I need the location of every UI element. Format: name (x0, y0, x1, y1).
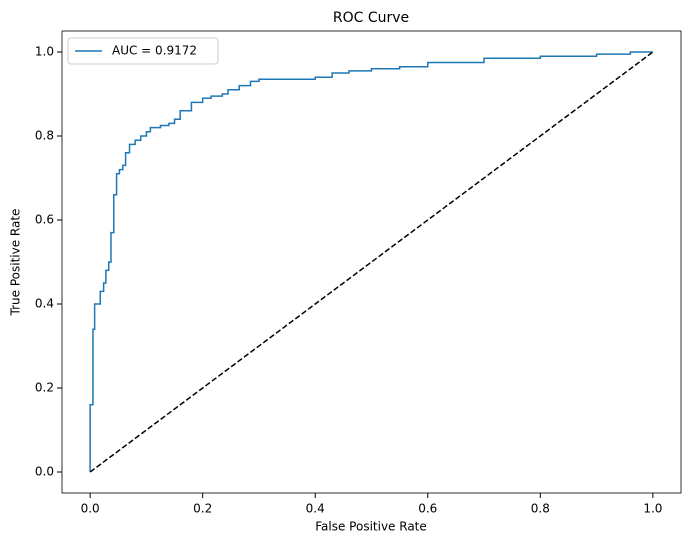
x-tick-label: 0.8 (531, 502, 550, 516)
x-tick-label: 0.4 (306, 502, 325, 516)
y-axis-label: True Positive Rate (9, 209, 23, 317)
reference-line (89, 51, 654, 473)
x-tick-label: 1.0 (643, 502, 662, 516)
x-tick-label: 0.6 (418, 502, 437, 516)
x-axis-label: False Positive Rate (315, 520, 427, 534)
y-tick-label: 0.6 (35, 213, 54, 227)
roc-line (89, 51, 653, 472)
x-tick-label: 0.0 (81, 502, 100, 516)
y-tick-label: 1.0 (35, 45, 54, 59)
y-tick-label: 0.2 (35, 381, 54, 395)
legend-box (67, 37, 219, 65)
x-tick-label: 0.2 (193, 502, 212, 516)
y-tick-label: 0.4 (35, 297, 54, 311)
chart-title: ROC Curve (333, 10, 409, 26)
plot-frame (61, 30, 682, 494)
y-tick-label: 0.0 (35, 465, 54, 479)
y-tick-label: 0.8 (35, 129, 54, 143)
legend-label: AUC = 0.9172 (112, 44, 197, 58)
